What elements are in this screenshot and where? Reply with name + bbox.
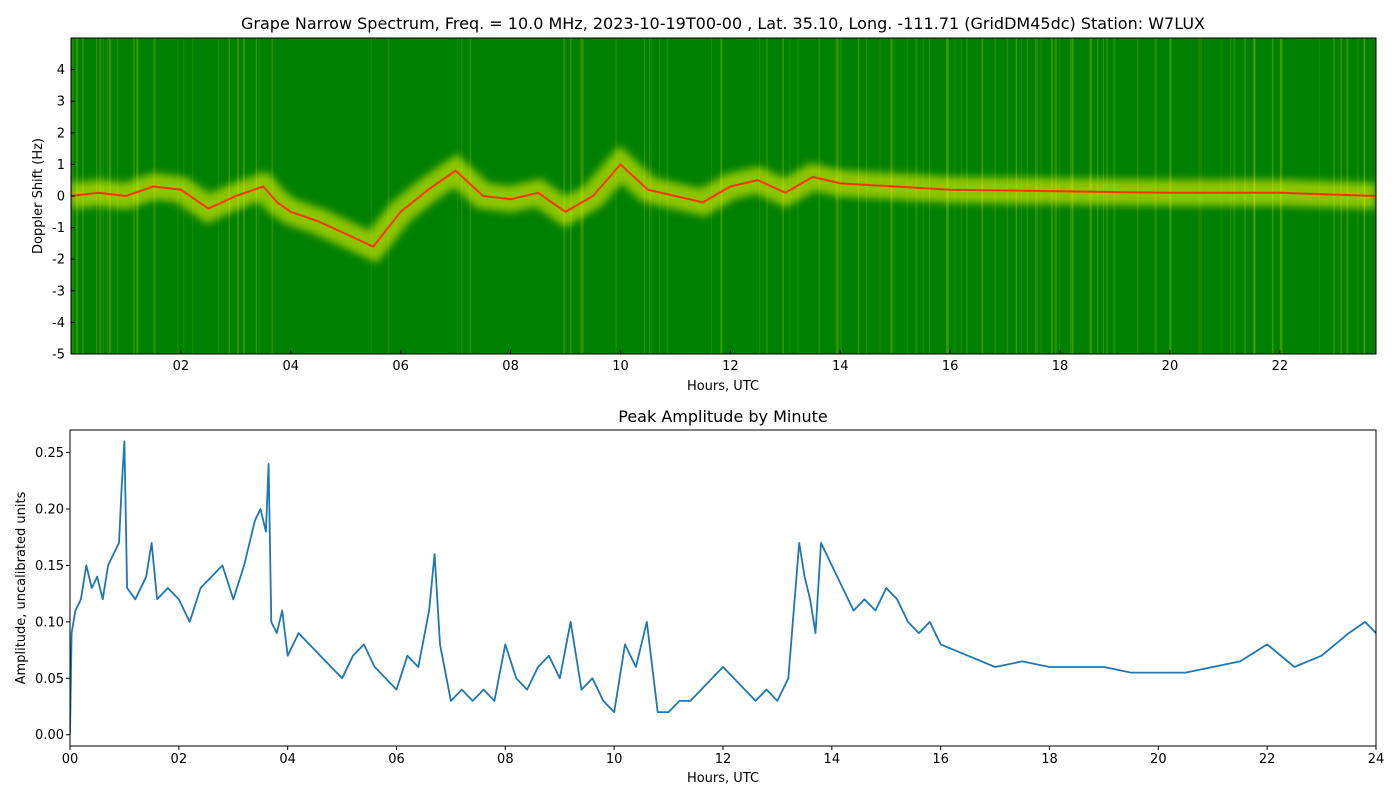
x-tick-label: 08 — [502, 359, 519, 374]
y-tick-label: 1 — [57, 158, 65, 173]
noise-stripe — [818, 38, 821, 354]
y-tick-label: 0.20 — [35, 503, 64, 518]
x-tick-label: 16 — [942, 359, 959, 374]
noise-stripe — [615, 38, 617, 354]
x-tick-label: 12 — [715, 752, 732, 767]
spectrogram-x-label: Hours, UTC — [687, 379, 759, 394]
y-tick-label: -3 — [52, 284, 65, 299]
x-tick-label: 12 — [722, 359, 739, 374]
x-tick-label: 08 — [497, 752, 514, 767]
y-tick-label: 0.10 — [35, 615, 64, 630]
x-tick-label: 00 — [62, 752, 79, 767]
amplitude-series-line — [70, 440, 1376, 735]
doppler-carrier-trace — [71, 162, 1376, 248]
x-tick-label: 22 — [1259, 752, 1276, 767]
spectrogram-x-ticks: 02 04 06 08 10 12 14 16 18 20 22 — [173, 350, 1288, 374]
y-tick-label: 4 — [57, 63, 65, 78]
y-tick-label: -5 — [52, 348, 65, 363]
x-tick-label: 06 — [392, 359, 409, 374]
spectrogram-y-ticks: 4 3 2 1 0 -1 -2 -3 -4 -5 — [52, 63, 75, 363]
y-tick-label: 0.05 — [35, 672, 64, 687]
spectrogram-y-label: Doppler Shift (Hz) — [31, 138, 46, 254]
x-tick-label: 02 — [173, 359, 190, 374]
x-tick-label: 14 — [824, 752, 841, 767]
y-tick-label: -2 — [52, 253, 65, 268]
x-tick-label: 18 — [1052, 359, 1069, 374]
amplitude-title: Peak Amplitude by Minute — [618, 407, 828, 426]
y-tick-label: 0.25 — [35, 446, 64, 461]
y-tick-label: 2 — [57, 126, 65, 141]
spectrogram-plot — [71, 38, 1376, 354]
x-tick-label: 10 — [606, 752, 623, 767]
x-tick-label: 14 — [832, 359, 849, 374]
noise-stripe — [457, 38, 459, 354]
noise-stripe — [759, 38, 761, 354]
x-tick-label: 04 — [279, 752, 296, 767]
x-tick-label: 20 — [1150, 752, 1167, 767]
y-tick-label: 0 — [57, 190, 65, 205]
x-tick-label: 20 — [1162, 359, 1179, 374]
amplitude-y-label: Amplitude, uncalibrated units — [14, 491, 29, 684]
amplitude-x-label: Hours, UTC — [687, 771, 759, 786]
y-tick-label: -4 — [52, 316, 65, 331]
y-tick-label: 3 — [57, 95, 65, 110]
noise-stripe — [387, 38, 390, 354]
y-tick-label: 0.15 — [35, 559, 64, 574]
x-tick-label: 18 — [1041, 752, 1058, 767]
x-tick-label: 04 — [283, 359, 300, 374]
x-tick-label: 10 — [612, 359, 629, 374]
amplitude-y-ticks: 0.00 0.05 0.10 0.15 0.20 0.25 — [35, 446, 70, 743]
x-tick-label: 22 — [1272, 359, 1289, 374]
x-tick-label: 02 — [171, 752, 188, 767]
amplitude-plot-area — [70, 430, 1376, 746]
y-tick-label: 0.00 — [35, 728, 64, 743]
x-tick-label: 06 — [388, 752, 405, 767]
noise-stripe — [460, 38, 463, 354]
y-tick-label: -1 — [52, 221, 65, 236]
spectrogram-title: Grape Narrow Spectrum, Freq. = 10.0 MHz,… — [241, 14, 1205, 33]
noise-stripe — [835, 38, 837, 354]
x-tick-label: 24 — [1368, 752, 1385, 767]
amplitude-x-ticks: 00 02 04 06 08 10 12 14 16 18 20 22 24 — [62, 746, 1385, 767]
x-tick-label: 16 — [932, 752, 949, 767]
noise-stripe — [370, 38, 372, 354]
